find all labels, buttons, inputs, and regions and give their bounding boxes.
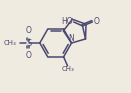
Text: HO: HO [61,17,73,26]
Text: CH₃: CH₃ [61,66,74,72]
Text: S: S [26,39,32,48]
Text: O: O [26,51,32,60]
Text: CH₃: CH₃ [3,40,16,46]
Text: N: N [69,33,74,43]
Text: O: O [93,17,99,26]
Text: O: O [26,26,32,35]
